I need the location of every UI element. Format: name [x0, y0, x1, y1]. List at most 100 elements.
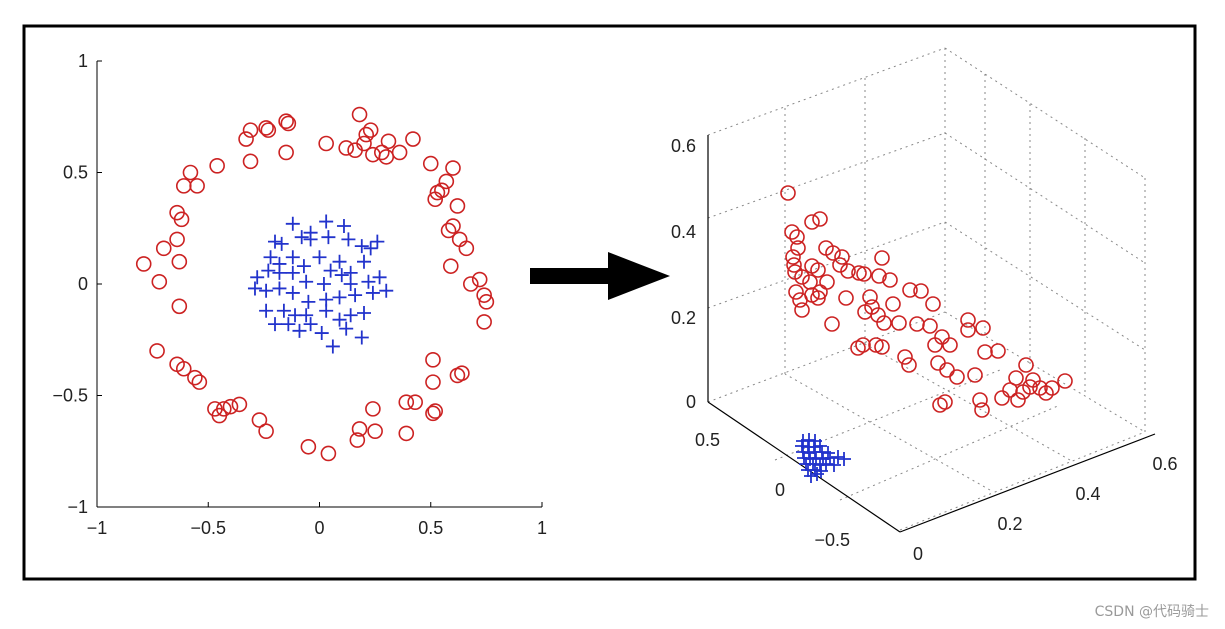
x3d-tick-label: 0.2 — [997, 514, 1022, 534]
cluster-point — [247, 281, 262, 296]
ring-point — [187, 369, 203, 386]
cluster-point — [276, 303, 291, 318]
ring-point — [258, 423, 274, 439]
cluster-point — [365, 285, 380, 300]
ring3d-point — [870, 307, 886, 323]
ring-point — [476, 314, 492, 330]
cluster3d-point — [795, 439, 809, 453]
ring-point — [445, 160, 461, 176]
cluster3d-point — [837, 452, 851, 466]
cluster-point — [268, 234, 282, 249]
ring3d-point — [885, 296, 901, 312]
ring-point — [280, 115, 297, 132]
ring-point — [338, 140, 355, 156]
ring3d-point — [856, 266, 872, 282]
cluster-point — [339, 321, 354, 336]
cluster3d-point — [797, 451, 811, 465]
ring3d-point — [874, 339, 890, 355]
ring-point — [242, 122, 259, 138]
cluster-point — [285, 285, 300, 300]
cluster-point — [272, 265, 287, 280]
x-tick-label: −0.5 — [190, 518, 226, 538]
cluster-point — [285, 265, 300, 280]
ring-point — [405, 131, 421, 147]
ring-point — [365, 401, 381, 417]
cluster-point — [348, 288, 363, 303]
ring-point — [151, 273, 168, 290]
ring-point — [358, 126, 375, 143]
ring3d-point — [794, 302, 810, 318]
figure-frame — [22, 24, 1197, 581]
y-tick-label: −1 — [67, 497, 88, 517]
ring-point — [425, 374, 441, 390]
cluster-point — [354, 330, 369, 345]
ring3d-point — [825, 245, 841, 261]
ring3d-point — [897, 349, 913, 365]
ring3d-point — [1008, 370, 1024, 386]
y-tick-label: 0 — [78, 274, 88, 294]
cluster-point — [301, 294, 316, 309]
ring-point — [407, 394, 423, 410]
cluster-point — [316, 277, 331, 291]
ring3d-point — [786, 257, 802, 273]
cluster-point — [312, 250, 327, 265]
cluster-point — [354, 239, 369, 254]
cluster-point — [303, 232, 318, 247]
left-scatter-points — [135, 106, 495, 462]
ring-point — [300, 438, 317, 455]
right-3d-grid — [707, 47, 1146, 531]
ring-point — [191, 374, 208, 390]
cluster-point — [303, 317, 318, 332]
ring-point — [445, 218, 461, 234]
ring-point — [238, 131, 254, 147]
ring-point — [173, 211, 190, 228]
ring-point — [149, 343, 165, 359]
ring-point — [425, 405, 441, 422]
ring-point — [427, 403, 444, 419]
cluster-point — [296, 259, 311, 274]
ring3d-point — [972, 392, 988, 408]
cluster-point — [363, 241, 378, 256]
cluster-point — [259, 303, 274, 318]
right-tick-labels: 0 0.2 0.4 0.6 0 0.2 0.4 0.6 0.5 0 −0.5 — [671, 136, 1178, 564]
ring-point — [440, 222, 457, 239]
x-tick-label: 1 — [537, 518, 547, 538]
cluster-point — [357, 254, 371, 269]
ring3d-point — [851, 265, 867, 281]
z-tick-label: 0 — [686, 392, 696, 412]
ring3d-point — [810, 262, 826, 278]
ring-point — [182, 164, 199, 181]
ring-point — [442, 258, 459, 274]
x3d-tick-label: 0 — [913, 544, 923, 564]
y-tick-label: −0.5 — [52, 386, 88, 406]
ring-point — [231, 396, 248, 413]
cluster-point — [299, 308, 314, 323]
ring3d-point — [891, 315, 907, 331]
ring-point — [438, 173, 455, 190]
ring3d-point — [810, 290, 826, 306]
x-tick-label: 0 — [314, 518, 324, 538]
ring-point — [471, 271, 488, 288]
ring3d-point — [868, 337, 884, 353]
ring-point — [462, 276, 479, 292]
y3d-tick-label: 0.5 — [695, 430, 720, 450]
cluster-point — [323, 263, 338, 278]
cluster-point — [341, 232, 356, 247]
cluster-point — [336, 219, 351, 234]
ring-point — [278, 144, 294, 161]
ring-point — [278, 113, 294, 130]
cluster-point — [319, 214, 334, 229]
ring3d-point — [1044, 380, 1060, 396]
ring3d-point — [977, 344, 993, 360]
ring-point — [222, 398, 239, 415]
ring3d-point — [824, 316, 840, 332]
ring3d-point — [780, 185, 796, 201]
ring-point — [454, 365, 470, 382]
ring3d-point — [902, 282, 918, 298]
ring-point — [391, 144, 408, 161]
cluster-point — [272, 281, 287, 296]
x3d-tick-label: 0.6 — [1152, 454, 1177, 474]
ring3d-point — [882, 272, 898, 288]
cluster-point — [372, 270, 387, 285]
